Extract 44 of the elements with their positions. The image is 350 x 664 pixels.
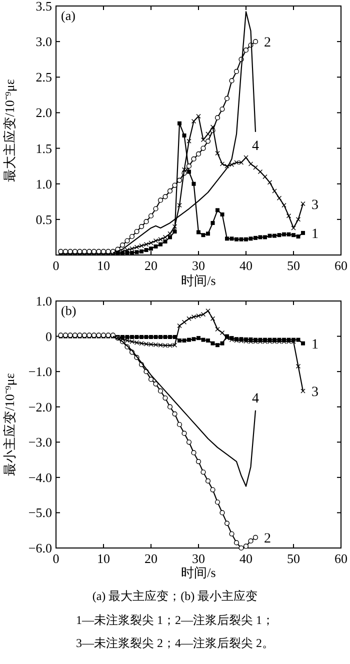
x-axis-title: 时间/s	[181, 273, 216, 288]
series-label: 2	[264, 36, 271, 51]
y-tick-label: −1.0	[28, 364, 52, 380]
x-tick-label: 60	[334, 258, 348, 273]
legend-label: 1	[312, 337, 318, 352]
y-tick-label: −2.0	[28, 399, 52, 414]
y-tick-label: −6.0	[28, 540, 52, 556]
x-tick-label: 20	[144, 551, 158, 566]
y-tick-label: 2.0	[36, 105, 52, 120]
x-tick-label: 30	[192, 551, 205, 566]
chart-title: (a)	[61, 8, 76, 23]
y-tick-label: −5.0	[28, 505, 52, 520]
x-tick-label: 50	[287, 258, 300, 273]
x-tick-label: 30	[192, 258, 205, 273]
x-tick-label: 10	[97, 551, 110, 566]
x-axis-title: 时间/s	[181, 565, 216, 580]
y-tick-label: 0.5	[36, 212, 52, 227]
series-label: 1	[312, 226, 318, 242]
chart-title: (b)	[61, 303, 76, 318]
y-tick-label: −4.0	[28, 470, 52, 485]
text: 3—未注浆裂尖 2；4—注浆后裂尖 2。	[76, 636, 274, 650]
y-tick-label: 0	[46, 328, 52, 344]
series-label: 3	[312, 198, 318, 213]
series-label: 3	[312, 384, 318, 400]
y-tick-label: 1.5	[36, 140, 52, 156]
y-tick-label: 3.0	[36, 34, 52, 50]
y-tick-label: 2.5	[36, 70, 52, 85]
series-label: 2	[264, 531, 271, 546]
series-label: 4	[252, 391, 259, 406]
y-axis-title: 最大主应变/10⁻⁹με	[2, 78, 17, 182]
y-tick-label: 3.5	[36, 0, 52, 14]
text: 1—未注浆裂尖 1；2—注浆后裂尖 1；	[76, 613, 274, 627]
text: (a) 最大主应变；(b) 最小主应变	[92, 589, 258, 603]
x-tick-label: 20	[144, 258, 158, 273]
x-tick-label: 50	[287, 551, 300, 566]
y-axis-title: 最小主应变/10⁻⁹με	[2, 372, 17, 476]
y-tick-label: −3.0	[28, 434, 52, 450]
x-tick-label: 40	[240, 551, 252, 566]
series-label: 4	[252, 138, 259, 154]
y-tick-label: 1.0	[36, 176, 52, 192]
x-tick-label: 10	[97, 258, 110, 273]
x-tick-label: 40	[240, 258, 252, 273]
x-tick-label: 60	[334, 551, 348, 566]
y-tick-label: 1.0	[36, 294, 52, 308]
